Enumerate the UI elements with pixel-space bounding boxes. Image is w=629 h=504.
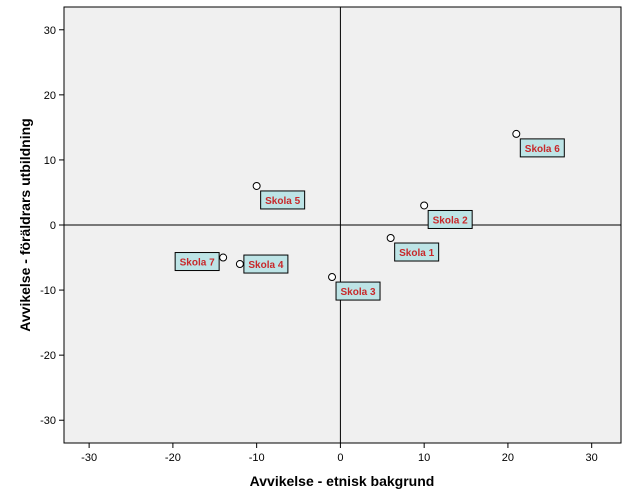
y-axis-title: Avvikelse - föräldrars utbildning	[17, 118, 33, 331]
point-label-box	[519, 138, 565, 158]
data-point	[235, 260, 244, 269]
point-label-box	[174, 252, 220, 272]
point-label-box	[427, 209, 473, 229]
point-label: Skola 7	[180, 258, 215, 269]
data-point	[512, 129, 521, 138]
y-tick-label: -20	[40, 350, 56, 362]
point-label: Skola 6	[525, 144, 560, 155]
point-label-box	[260, 190, 306, 210]
data-points: Skola 1 Skola 2 Skola 3 Skola 4 Skola 5 Skola…	[174, 129, 565, 301]
point-label-box	[335, 281, 381, 301]
point-label: Skola 2	[433, 215, 468, 226]
x-axis-title: Avvikelse - etnisk bakgrund	[250, 473, 435, 489]
x-tick-label: -10	[249, 452, 265, 464]
y-tick-label: 10	[44, 155, 56, 167]
y-tick-label: 20	[44, 90, 56, 102]
point-label-box	[394, 242, 440, 262]
data-point	[328, 273, 337, 282]
x-tick-label: 20	[502, 452, 514, 464]
point-label: Skola 4	[248, 260, 283, 271]
x-tick-label: -20	[165, 452, 181, 464]
y-tick-label: -10	[40, 285, 56, 297]
x-tick-label: 10	[418, 452, 430, 464]
x-tick-label: 0	[337, 452, 343, 464]
x-tick-label: -30	[81, 452, 97, 464]
y-tick-label: -30	[40, 415, 56, 427]
x-tick-label: 30	[586, 452, 598, 464]
data-point	[420, 201, 429, 210]
y-axis: -30 -20 -10 0 10 20 30	[40, 25, 64, 427]
x-axis: -30 -20 -10 0 10 20 30	[81, 443, 598, 464]
data-point	[219, 253, 228, 262]
data-point	[252, 181, 261, 190]
point-label-box	[243, 254, 289, 274]
point-label: Skola 1	[399, 248, 434, 259]
y-tick-label: 30	[44, 25, 56, 37]
data-point	[386, 234, 395, 243]
point-label: Skola 3	[341, 287, 376, 298]
point-label: Skola 5	[265, 196, 300, 207]
reference-lines	[64, 7, 621, 443]
plot-frame	[63, 6, 622, 444]
y-tick-label: 0	[50, 220, 56, 232]
